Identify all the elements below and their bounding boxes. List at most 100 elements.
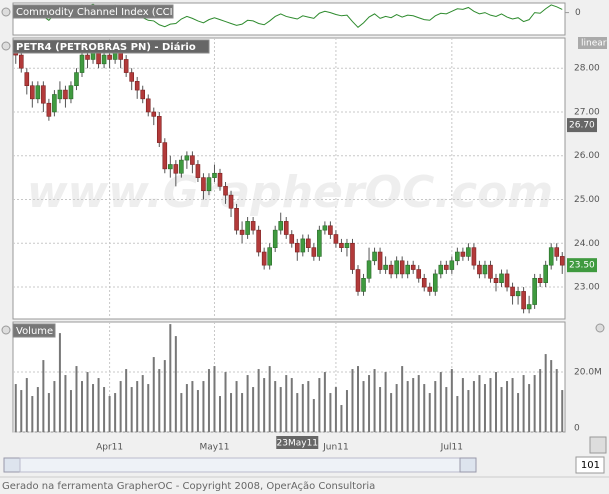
candle-body <box>499 273 504 283</box>
toolbar <box>484 458 570 472</box>
panel-title: Volume <box>16 326 53 337</box>
volume-bar <box>495 372 497 432</box>
volume-bar <box>219 396 221 432</box>
scroll-right[interactable] <box>459 457 477 473</box>
volume-bar <box>461 378 464 432</box>
volume-bar <box>81 381 83 432</box>
candle-body <box>460 251 466 257</box>
candle-body <box>444 264 449 270</box>
volume-bar <box>119 381 122 432</box>
candle-body <box>300 238 306 253</box>
volume-bar <box>246 375 249 432</box>
candle-body <box>107 54 112 60</box>
volume-bar <box>163 360 166 432</box>
volume-bar <box>103 387 106 432</box>
volume-bar <box>357 366 359 432</box>
candle-body <box>272 229 278 248</box>
volume-bar <box>517 393 520 432</box>
candle-body <box>79 54 85 73</box>
candle-body <box>532 277 537 305</box>
candle-body <box>405 264 410 275</box>
panel-toggle[interactable] <box>1 41 11 51</box>
volume-bar <box>472 381 475 432</box>
volume-bar <box>334 387 337 432</box>
candle-body <box>477 264 482 275</box>
volume-bar <box>213 366 216 432</box>
candle-body <box>35 85 41 100</box>
volume-bar <box>456 396 459 432</box>
volume-bar <box>500 387 503 432</box>
price-marker-label: 26.70 <box>569 121 595 131</box>
candle-body <box>427 286 433 292</box>
panel-title: Commodity Channel Index (CCI) <box>16 7 177 18</box>
volume-bar <box>351 369 354 432</box>
volume-bar <box>274 381 277 432</box>
footer: Gerado na ferramenta GrapherOC - Copyrig… <box>2 481 375 492</box>
y-tick-label: 26.00 <box>574 151 600 161</box>
volume-bar <box>25 378 28 432</box>
candle-body <box>350 242 355 270</box>
candle-body <box>63 89 68 100</box>
volume-bar <box>64 375 67 432</box>
volume-bar <box>428 393 431 432</box>
candle-body <box>471 247 477 266</box>
candle-body <box>283 221 289 235</box>
candle-body <box>366 260 372 279</box>
scale-button[interactable]: linear <box>581 39 607 49</box>
candle-body <box>361 277 366 292</box>
scroll-left[interactable] <box>3 457 21 473</box>
volume-bar <box>125 369 128 432</box>
volume-bar <box>511 378 514 432</box>
volume-bar <box>252 387 255 432</box>
tool-button[interactable] <box>589 436 607 454</box>
volume-bar <box>379 387 382 432</box>
candle-body <box>559 256 565 266</box>
candle-body <box>278 221 284 231</box>
candle-body <box>52 94 57 113</box>
zoom-box[interactable] <box>575 456 605 474</box>
candle-body <box>228 194 234 209</box>
panel-toggle[interactable] <box>1 7 11 17</box>
candle-body <box>372 251 377 262</box>
volume-bar <box>401 366 404 432</box>
volume-bar <box>92 384 95 432</box>
candle-body <box>151 111 157 117</box>
y-tick-label: 27.00 <box>574 107 600 117</box>
candle-body <box>543 264 548 283</box>
panel-close[interactable] <box>595 323 605 333</box>
volume-bar <box>14 384 17 432</box>
candle-body <box>432 273 438 292</box>
volume-bar <box>439 372 442 432</box>
y-tick-label: 23.00 <box>574 283 600 293</box>
candle-body <box>201 177 206 192</box>
volume-bar <box>147 384 150 432</box>
scroll-track[interactable] <box>19 457 461 473</box>
volume-bar <box>169 324 172 432</box>
candle-body <box>526 304 532 310</box>
volume-bar <box>318 378 321 432</box>
volume-bar <box>180 393 183 432</box>
volume-panel <box>12 321 566 433</box>
volume-bar <box>384 372 387 432</box>
y-tick-label: 20.0M <box>574 368 602 378</box>
candle-body <box>18 54 24 69</box>
y-tick-label: 24.00 <box>574 239 600 249</box>
candle-body <box>24 72 30 87</box>
candle-body <box>46 102 52 117</box>
panel-toggle[interactable] <box>1 325 11 335</box>
volume-bar <box>390 393 393 432</box>
candle-body <box>455 251 460 262</box>
volume-bar <box>368 375 371 432</box>
candle-body <box>510 286 515 297</box>
volume-bar <box>312 399 315 432</box>
candle-body <box>74 72 79 87</box>
candle-body <box>41 85 46 104</box>
volume-bar <box>467 390 470 432</box>
volume-bar <box>152 357 155 432</box>
candle-body <box>57 89 63 100</box>
volume-bar <box>69 390 72 432</box>
price-marker-label: 23.50 <box>569 261 595 271</box>
volume-bar <box>285 375 288 432</box>
volume-bar <box>423 384 426 432</box>
candle-body <box>482 264 488 275</box>
